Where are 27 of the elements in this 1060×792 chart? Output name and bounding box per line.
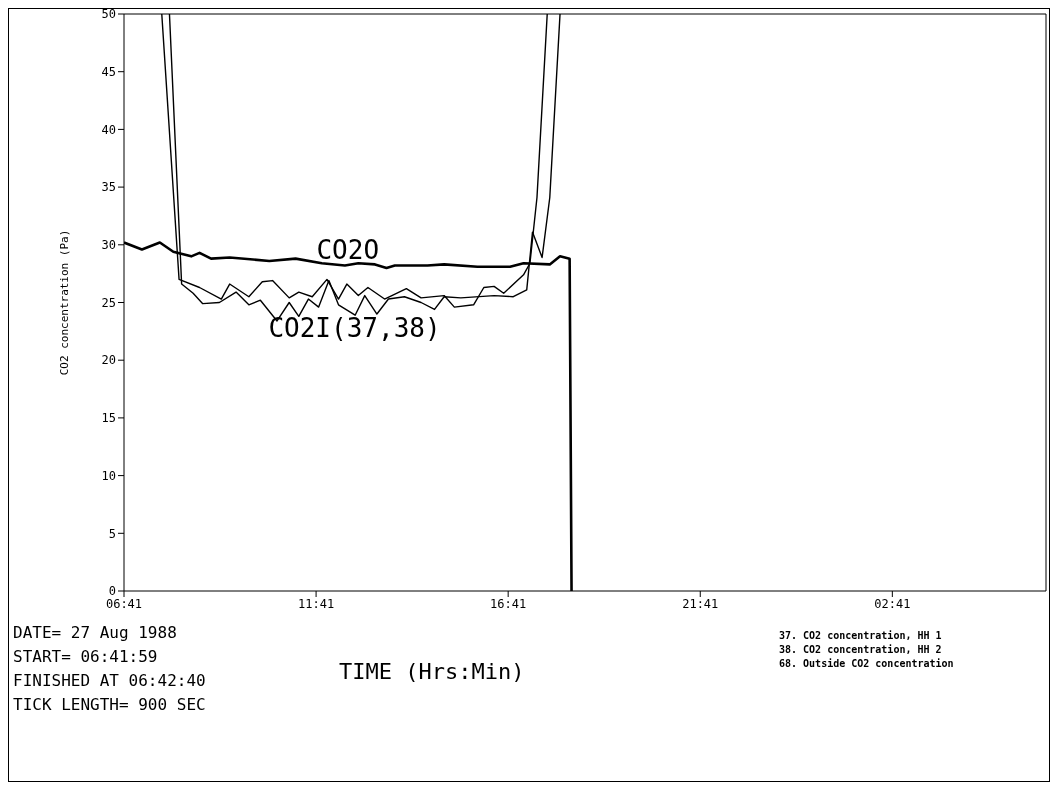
series-label: CO2O — [316, 234, 380, 265]
y-tick-label: 30 — [101, 238, 116, 253]
text: FINISHED AT 06:42:40 — [13, 670, 206, 692]
series-label: CO2I(37,38) — [268, 312, 441, 343]
x-tick-label: 16:41 — [490, 596, 527, 611]
y-tick-label: 15 — [101, 411, 116, 426]
y-tick-label: 0 — [108, 584, 116, 599]
y-tick-label: 5 — [108, 526, 116, 541]
text: DATE= 27 Aug 1988 — [13, 622, 178, 644]
text: START= 06:41:59 — [13, 646, 159, 668]
x-tick-label: 06:41 — [105, 596, 143, 611]
text: TICK LENGTH= 900 SEC — [13, 694, 206, 716]
x-tick-label: 11:41 — [298, 596, 335, 611]
y-axis-title: CO2 concentration (Pa) — [57, 229, 71, 376]
text: 37. CO2 concentration, HH 1 — [779, 629, 943, 643]
y-tick-label: 10 — [101, 468, 116, 483]
x-axis-title: TIME (Hrs:Min) — [339, 659, 525, 684]
y-tick-label: 50 — [101, 7, 116, 22]
y-tick-label: 40 — [101, 122, 116, 137]
y-tick-label: 35 — [101, 180, 116, 195]
y-tick-label: 25 — [101, 295, 116, 310]
text: 38. CO2 concentration, HH 2 — [779, 643, 943, 657]
text: 68. Outside CO2 concentration — [779, 657, 954, 671]
x-tick-label: 21:41 — [682, 596, 719, 611]
y-tick-label: 45 — [101, 64, 116, 79]
y-tick-label: 20 — [101, 353, 116, 368]
x-tick-label: 02:41 — [874, 596, 911, 611]
